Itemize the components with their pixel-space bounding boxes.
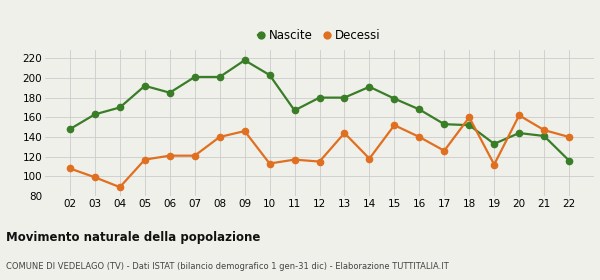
Decessi [191, 154, 199, 157]
Decessi [116, 185, 124, 189]
Decessi [316, 160, 323, 163]
Decessi [565, 135, 572, 139]
Nascite [565, 159, 572, 162]
Nascite [515, 131, 523, 135]
Nascite [366, 85, 373, 88]
Decessi [541, 129, 548, 132]
Nascite [391, 97, 398, 100]
Decessi [341, 131, 348, 135]
Decessi [291, 158, 298, 161]
Nascite [141, 84, 148, 87]
Nascite [241, 59, 248, 62]
Text: Movimento naturale della popolazione: Movimento naturale della popolazione [6, 231, 260, 244]
Nascite [67, 127, 74, 131]
Decessi [166, 154, 173, 157]
Decessi [241, 129, 248, 133]
Decessi [466, 116, 473, 119]
Decessi [141, 158, 148, 161]
Line: Nascite: Nascite [67, 57, 572, 164]
Decessi [91, 176, 98, 179]
Nascite [341, 96, 348, 99]
Nascite [466, 123, 473, 127]
Decessi [216, 135, 223, 139]
Nascite [191, 75, 199, 79]
Decessi [515, 114, 523, 117]
Decessi [416, 135, 423, 139]
Nascite [166, 91, 173, 94]
Nascite [216, 75, 223, 79]
Line: Decessi: Decessi [67, 112, 572, 190]
Decessi [266, 162, 273, 165]
Decessi [491, 163, 498, 166]
Text: COMUNE DI VEDELAGO (TV) - Dati ISTAT (bilancio demografico 1 gen-31 dic) - Elabo: COMUNE DI VEDELAGO (TV) - Dati ISTAT (bi… [6, 262, 449, 271]
Decessi [391, 123, 398, 127]
Legend: Nascite, Decessi: Nascite, Decessi [254, 24, 386, 47]
Nascite [91, 113, 98, 116]
Nascite [491, 142, 498, 146]
Decessi [440, 149, 448, 152]
Nascite [541, 134, 548, 138]
Nascite [266, 73, 273, 77]
Nascite [416, 108, 423, 111]
Nascite [116, 106, 124, 109]
Decessi [67, 167, 74, 170]
Nascite [440, 123, 448, 126]
Decessi [366, 157, 373, 160]
Nascite [316, 96, 323, 99]
Nascite [291, 109, 298, 112]
